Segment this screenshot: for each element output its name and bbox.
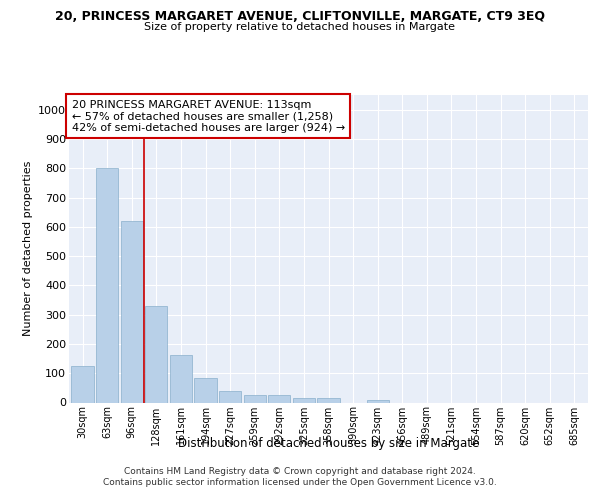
Bar <box>96 168 118 402</box>
Bar <box>194 378 217 402</box>
Bar <box>244 394 266 402</box>
Bar <box>170 355 192 403</box>
Text: 20 PRINCESS MARGARET AVENUE: 113sqm
← 57% of detached houses are smaller (1,258): 20 PRINCESS MARGARET AVENUE: 113sqm ← 57… <box>71 100 345 133</box>
Bar <box>121 221 143 402</box>
Y-axis label: Number of detached properties: Number of detached properties <box>23 161 32 336</box>
Text: Distribution of detached houses by size in Margate: Distribution of detached houses by size … <box>178 438 479 450</box>
Bar <box>317 398 340 402</box>
Bar <box>219 391 241 402</box>
Bar <box>145 306 167 402</box>
Text: Size of property relative to detached houses in Margate: Size of property relative to detached ho… <box>145 22 455 32</box>
Bar <box>293 398 315 402</box>
Text: Contains HM Land Registry data © Crown copyright and database right 2024.
Contai: Contains HM Land Registry data © Crown c… <box>103 468 497 487</box>
Bar <box>268 396 290 402</box>
Bar <box>71 366 94 403</box>
Text: 20, PRINCESS MARGARET AVENUE, CLIFTONVILLE, MARGATE, CT9 3EQ: 20, PRINCESS MARGARET AVENUE, CLIFTONVIL… <box>55 10 545 23</box>
Bar <box>367 400 389 402</box>
